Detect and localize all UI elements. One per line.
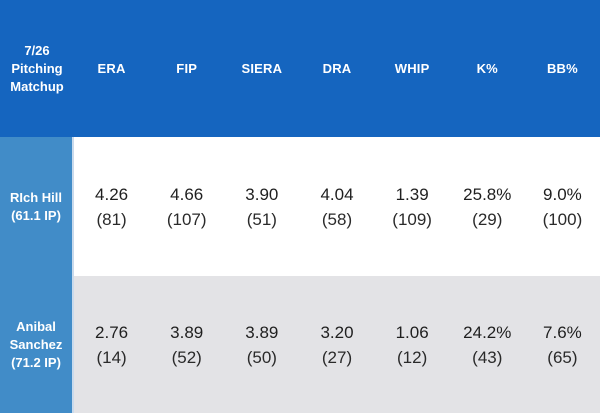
column-header-whip: WHIP — [394, 61, 430, 76]
stat-cell-fip: 4.66 (107) — [149, 137, 224, 276]
stat-cell-dra: 3.20 (27) — [299, 276, 374, 413]
table-title: 7/26 Pitching Matchup — [10, 42, 64, 94]
stat-rank: (107) — [166, 209, 207, 229]
stat-cell-whip: 1.39 (109) — [375, 137, 450, 276]
stat-value: 1.39 — [395, 184, 429, 204]
table-row-anibal-sanchez: Anibal Sanchez (71.2 IP) 2.76 (14) 3.89 … — [0, 276, 600, 413]
stat-cell-dra: 4.04 (58) — [299, 137, 374, 276]
column-header-kpct: K% — [476, 61, 498, 76]
stat-cell-bbpct: 9.0% (100) — [525, 137, 600, 276]
stat-rank: (58) — [321, 209, 353, 229]
stat-value: 3.89 — [245, 322, 279, 342]
row-label-rich-hill: RIch Hill (61.1 IP) — [0, 137, 74, 276]
stat-value: 3.20 — [320, 322, 354, 342]
column-header-fip: FIP — [176, 61, 198, 76]
stat-cell-bbpct: 7.6% (65) — [525, 276, 600, 413]
stat-value: 9.0% — [543, 184, 582, 204]
table-row-rich-hill: RIch Hill (61.1 IP) 4.26 (81) 4.66 (107)… — [0, 137, 600, 276]
stat-cell-kpct: 24.2% (43) — [450, 276, 525, 413]
stat-rank: (43) — [472, 347, 503, 367]
column-header-dra: DRA — [322, 61, 352, 76]
stat-rank: (65) — [547, 347, 578, 367]
stat-value: 4.26 — [95, 184, 129, 204]
stat-rank: (27) — [321, 347, 353, 367]
stat-rank: (109) — [392, 209, 432, 229]
stat-rank: (14) — [96, 347, 127, 367]
stat-rank: (50) — [246, 347, 277, 367]
stat-cell-kpct: 25.8% (29) — [450, 137, 525, 276]
stat-value: 3.89 — [170, 322, 204, 342]
stat-cell-siera: 3.89 (50) — [224, 276, 299, 413]
stat-value: 7.6% — [543, 322, 582, 342]
stat-cell-whip: 1.06 (12) — [375, 276, 450, 413]
stat-cell-siera: 3.90 (51) — [224, 137, 299, 276]
stat-cell-era: 4.26 (81) — [74, 137, 149, 276]
stat-value: 24.2% — [463, 322, 512, 342]
table-header-row: 7/26 Pitching Matchup ERA FIP SIERA DRA … — [0, 0, 600, 137]
stat-rank: (81) — [96, 209, 127, 229]
column-header-bbpct: BB% — [546, 61, 578, 76]
stat-value: 2.76 — [95, 322, 129, 342]
row-label-anibal-sanchez: Anibal Sanchez (71.2 IP) — [0, 276, 74, 413]
stat-rank: (29) — [472, 209, 503, 229]
stat-rank: (52) — [171, 347, 202, 367]
stat-value: 4.04 — [320, 184, 354, 204]
stat-rank: (51) — [246, 209, 277, 229]
stat-value: 3.90 — [245, 184, 279, 204]
column-header-siera: SIERA — [241, 61, 283, 76]
stat-rank: (100) — [542, 209, 583, 229]
column-header-era: ERA — [97, 61, 126, 76]
stat-cell-era: 2.76 (14) — [74, 276, 149, 413]
stat-cell-fip: 3.89 (52) — [149, 276, 224, 413]
stat-value: 4.66 — [170, 184, 204, 204]
stat-rank: (12) — [397, 347, 428, 367]
stat-value: 1.06 — [395, 322, 429, 342]
stat-value: 25.8% — [463, 184, 512, 204]
